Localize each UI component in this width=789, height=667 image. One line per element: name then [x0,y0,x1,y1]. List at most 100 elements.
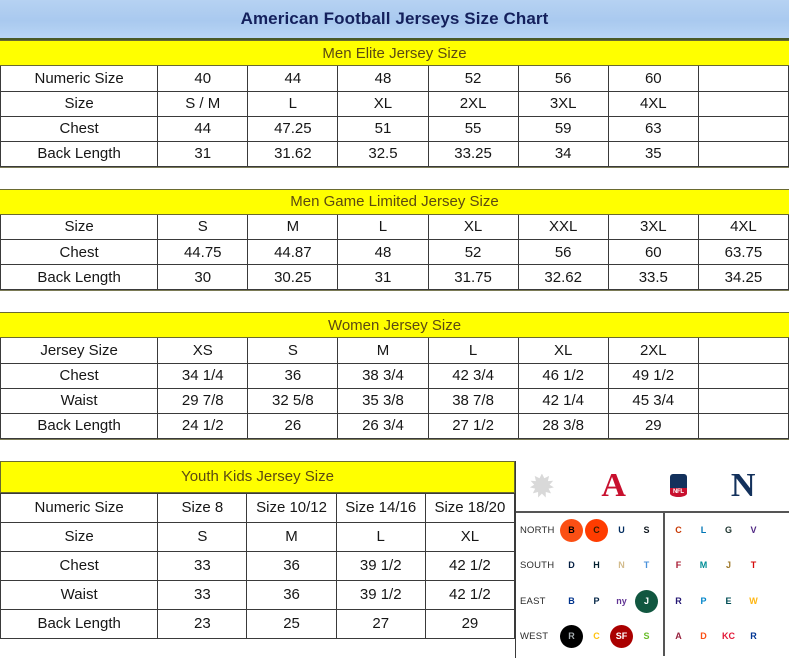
row-label: Jersey Size [0,338,159,364]
table-cell: 36 [246,550,337,581]
division-row: WEST R C SF S A D KC R [516,619,789,655]
team-logo-icon: T [635,554,658,578]
team-logo-icon: C [667,518,690,542]
team-logo-icon: C [585,518,608,542]
section-band: Men Elite Jersey Size [0,40,789,66]
table-cell: 32 5/8 [247,387,339,414]
size-table: Size S M L XL XXL 3XL 4XL Chest 44.75 44.87 48 52 56 6… [0,214,789,290]
nfc-team-group: A D KC R [661,625,786,649]
starburst-cell [516,473,568,498]
size-section: Men Elite Jersey Size Numeric Size 40 44 48 5… [0,40,789,167]
table-cell: 35 [607,140,699,167]
row-label: Back Length [0,412,159,439]
team-logo-icon: D [560,554,583,578]
row-label: Back Length [0,608,159,639]
table-row: Waist 29 7/8 32 5/8 35 3/8 38 7/8 42 1/4 45 3/… [0,387,789,414]
nfc-logo-cell: N [697,468,789,503]
team-logo-icon: J [717,554,740,578]
table-row: Chest 33 36 39 1/2 42 1/2 [0,550,516,581]
table-cell: 42 1/4 [517,387,609,414]
table-row: Chest 44.75 44.87 48 52 56 60 63.75 [0,239,789,265]
table-cell: M [247,214,339,240]
table-row: Back Length 30 30.25 31 31.75 32.62 33.5 34.25 [0,264,789,290]
size-tables-container: Men Elite Jersey Size Numeric Size 40 44 48 5… [0,40,789,461]
afc-team-group: R C SF S [560,625,661,649]
table-cell: Size 18/20 [424,492,516,523]
table-cell: 30 [157,264,249,290]
team-logo-icon: F [667,554,690,578]
table-cell: Size 10/12 [246,492,337,523]
table-cell: 38 3/4 [337,362,429,389]
table-cell: 29 7/8 [157,387,249,414]
table-cell: M [337,338,429,364]
team-logo-icon: T [742,554,765,578]
table-cell: 44 [157,115,249,142]
team-logo-icon: M [692,554,715,578]
division-label: WEST [520,631,549,643]
section-band-title: Men Game Limited Jersey Size [290,193,499,210]
nfl-shield-cell: NFL [659,474,697,497]
table-cell: 26 [247,412,339,439]
table-cell: 42 1/2 [424,550,516,581]
afc-logo-cell: A [568,468,660,503]
table-cell: 4XL [607,90,699,117]
division-label: EAST [520,595,546,607]
division-row: SOUTH D H N T F M J T [516,548,789,584]
team-logo-icon: P [692,589,715,613]
row-label: Chest [0,550,159,581]
row-label: Waist [0,579,159,610]
page-title: American Football Jerseys Size Chart [240,9,549,28]
team-logo-icon: D [692,625,715,649]
table-cell: 51 [337,115,429,142]
table-cell: 29 [607,412,699,439]
nfl-panel-header: A NFL N [516,461,789,513]
table-row: Back Length 24 1/2 26 26 3/4 27 1/2 28 3/8 29 [0,412,789,439]
table-cell: XL [517,338,609,364]
row-label: Chest [0,115,159,142]
table-cell: 39 1/2 [335,550,426,581]
section-gap [0,290,789,312]
table-cell: 59 [517,115,609,142]
table-cell: 49 1/2 [607,362,699,389]
table-cell: 33 [157,550,248,581]
table-row: Back Length 31 31.62 32.5 33.25 34 35 [0,140,789,167]
row-label: Numeric Size [0,66,159,92]
table-cell: XL [424,521,516,552]
section-band-title: Men Elite Jersey Size [322,44,467,62]
table-cell: 27 [335,608,426,639]
table-cell: 42 1/2 [424,579,516,610]
table-cell: 31.75 [427,264,519,290]
row-label: Chest [0,239,159,265]
bottom-row: Youth Kids Jersey Size Numeric Size Size … [0,460,789,658]
team-logo-icon: W [742,589,765,613]
table-cell: 25 [246,608,337,639]
table-cell: 56 [517,239,609,265]
team-logo-icon: G [717,518,740,542]
table-cell: 26 3/4 [337,412,429,439]
team-logo-icon: U [610,518,633,542]
table-cell: 34 [517,140,609,167]
table-cell: 52 [427,239,519,265]
table-cell: L [337,214,429,240]
table-cell: 31 [157,140,249,167]
table-cell-empty [697,115,789,142]
table-cell: S / M [157,90,249,117]
table-cell: 36 [247,362,339,389]
table-cell: 38 7/8 [427,387,519,414]
table-cell: 24 1/2 [157,412,249,439]
row-label: Chest [0,362,159,389]
table-cell: 33.5 [607,264,699,290]
table-row: Chest 44 47.25 51 55 59 63 [0,115,789,142]
table-cell: 55 [427,115,519,142]
table-cell: 32.62 [517,264,609,290]
section-band-title: Women Jersey Size [327,316,462,334]
row-label: Size [0,90,159,117]
table-row: Jersey Size XS S M L XL 2XL [0,338,789,364]
team-logo-icon: S [635,625,658,649]
team-logo-icon: B [560,518,583,542]
